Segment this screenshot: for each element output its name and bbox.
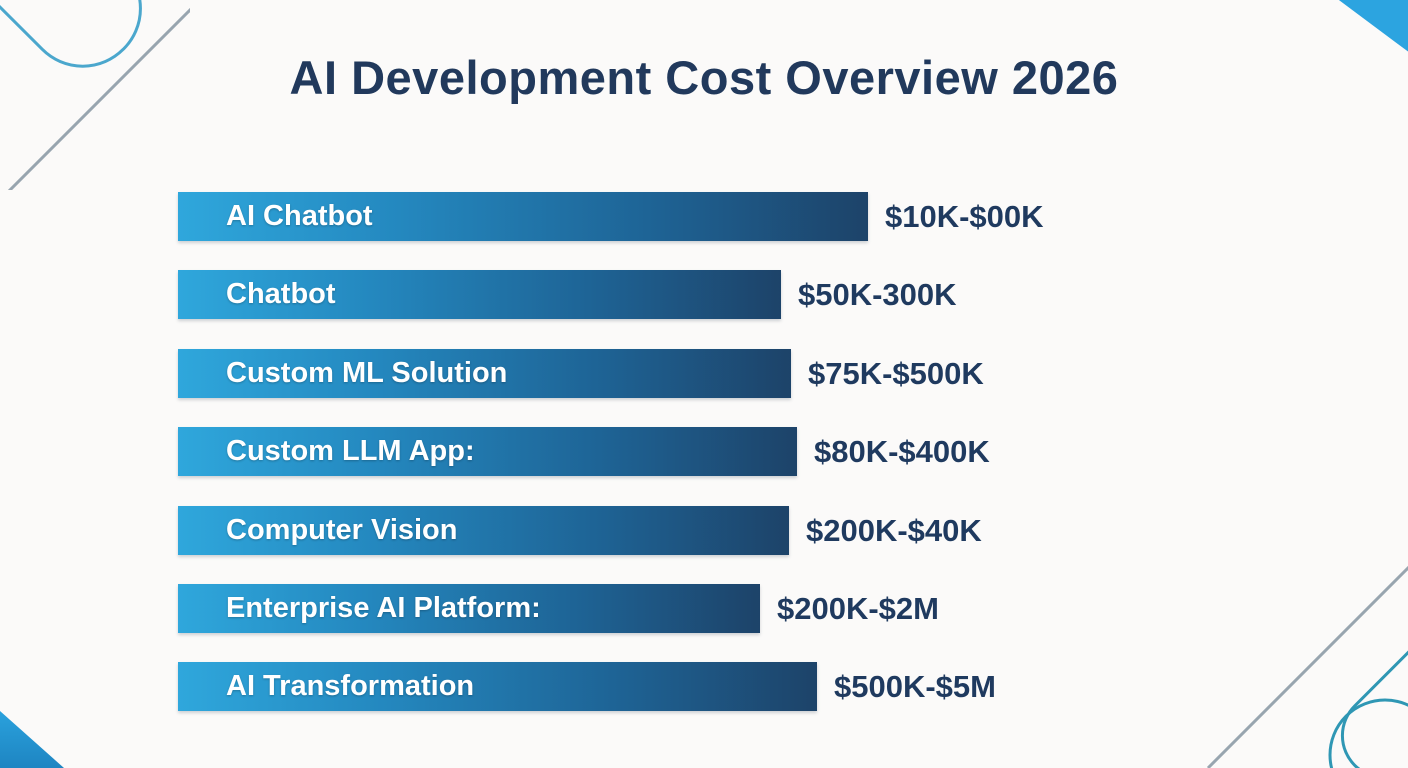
bar-category-label: Custom LLM App: — [226, 435, 475, 467]
cost-bar: AI Chatbot — [178, 192, 868, 241]
cost-bar: AI Transformation — [178, 662, 817, 711]
bar-category-label: Computer Vision — [226, 514, 458, 546]
bar-value-label: $80K-$400K — [814, 434, 990, 469]
bar-category-label: Custom ML Solution — [226, 357, 508, 389]
bar-value-label: $10K-$00K — [885, 199, 1044, 234]
cost-bar: Enterprise AI Platform: — [178, 584, 760, 633]
page-title: AI Development Cost Overview 2026 — [289, 51, 1119, 104]
bar-category-label: AI Chatbot — [226, 200, 373, 232]
bar-value-label: $75K-$500K — [808, 356, 984, 391]
bar-category-label: Chatbot — [226, 278, 336, 310]
bar-value-label: $50K-300K — [798, 277, 957, 312]
cost-bar: Chatbot — [178, 270, 781, 319]
bar-value-label: $200K-$2M — [777, 591, 939, 626]
cost-bar: Custom ML Solution — [178, 349, 791, 398]
bar-category-label: AI Transformation — [226, 670, 475, 702]
bar-category-label: Enterprise AI Platform: — [226, 592, 541, 624]
cost-bar: Computer Vision — [178, 506, 789, 555]
cost-bar: Custom LLM App: — [178, 427, 797, 476]
bar-value-label: $500K-$5M — [834, 669, 996, 704]
bar-value-label: $200K-$40K — [806, 513, 982, 548]
